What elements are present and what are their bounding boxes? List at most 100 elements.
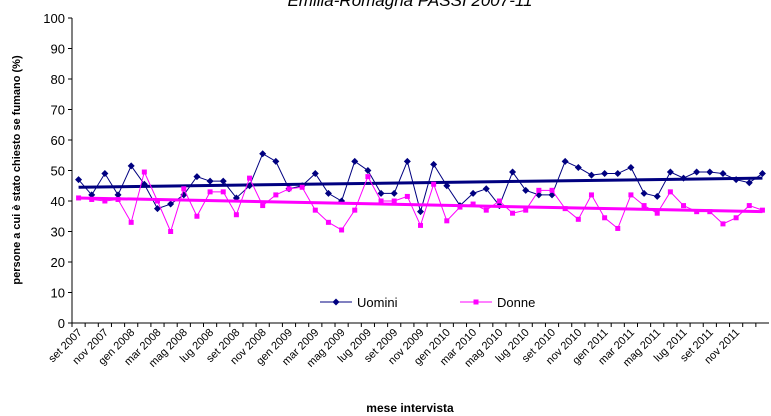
data-point xyxy=(628,192,634,198)
data-point xyxy=(680,174,688,182)
data-point xyxy=(75,176,83,184)
trend-line xyxy=(78,176,763,189)
data-point xyxy=(168,229,174,234)
y-axis-label: persone a cui è stato chiesto se fumano … xyxy=(11,55,23,285)
data-point xyxy=(469,189,477,197)
data-point xyxy=(153,205,161,213)
data-point xyxy=(286,186,292,192)
data-point xyxy=(194,213,200,219)
data-point xyxy=(614,170,622,178)
data-point xyxy=(167,200,175,208)
data-point xyxy=(352,207,358,213)
data-point xyxy=(128,219,134,225)
data-point xyxy=(615,225,621,231)
data-point xyxy=(233,212,239,218)
data-point xyxy=(273,192,279,198)
data-point xyxy=(509,168,517,176)
data-point xyxy=(693,168,701,176)
y-tick-label: 50 xyxy=(51,164,65,179)
data-point xyxy=(510,210,516,216)
y-tick-label: 80 xyxy=(51,72,65,87)
data-point xyxy=(403,157,411,165)
data-point xyxy=(759,207,765,213)
data-point xyxy=(193,173,201,181)
data-point xyxy=(588,192,594,198)
data-point xyxy=(247,175,253,181)
data-point xyxy=(88,191,96,199)
data-point xyxy=(417,208,424,216)
data-point xyxy=(602,215,608,221)
data-point xyxy=(574,163,582,171)
data-point xyxy=(681,203,687,209)
data-point xyxy=(706,168,714,176)
data-point xyxy=(430,160,438,168)
data-point xyxy=(536,187,542,193)
data-point xyxy=(312,207,318,213)
y-tick-label: 10 xyxy=(51,286,65,301)
data-point xyxy=(720,221,726,227)
data-point xyxy=(141,169,147,175)
data-point xyxy=(666,168,674,176)
data-point xyxy=(418,222,423,228)
data-point xyxy=(482,185,490,193)
data-point xyxy=(351,157,359,165)
data-point xyxy=(653,192,661,200)
data-point xyxy=(115,196,121,202)
data-point xyxy=(404,193,410,199)
data-point xyxy=(365,174,371,180)
data-point xyxy=(390,189,398,197)
data-point xyxy=(522,186,530,194)
data-point xyxy=(102,198,108,204)
y-tick-label: 70 xyxy=(51,103,65,118)
data-point xyxy=(561,157,569,165)
data-point xyxy=(719,170,727,178)
data-point xyxy=(627,163,635,171)
data-point xyxy=(601,170,609,178)
data-point xyxy=(259,150,267,158)
data-point xyxy=(443,182,451,190)
legend-marker xyxy=(332,298,340,306)
y-tick-label: 30 xyxy=(51,225,65,240)
data-point xyxy=(431,181,437,187)
y-tick-label: 60 xyxy=(51,133,65,148)
data-point xyxy=(339,227,345,233)
data-point xyxy=(206,177,214,185)
data-point xyxy=(746,203,752,209)
data-point xyxy=(207,189,213,195)
data-point xyxy=(114,191,122,199)
data-point xyxy=(549,187,555,193)
data-point xyxy=(587,171,595,179)
data-point xyxy=(667,189,673,195)
trend-line xyxy=(78,196,763,214)
data-point xyxy=(496,198,502,204)
data-point xyxy=(641,203,647,209)
chart-title: Emilia-Romagna PASSI 2007-11 xyxy=(287,0,532,10)
y-tick-label: 100 xyxy=(43,11,65,26)
y-tick-label: 0 xyxy=(58,316,65,331)
legend-label: Donne xyxy=(497,295,535,310)
data-point xyxy=(745,179,753,187)
data-point xyxy=(76,195,82,201)
data-point xyxy=(101,170,109,178)
data-point xyxy=(483,207,489,213)
data-point xyxy=(219,177,227,185)
data-point xyxy=(470,201,476,207)
data-point xyxy=(378,198,384,204)
data-point xyxy=(733,215,739,221)
data-point xyxy=(154,198,160,204)
data-point xyxy=(311,170,319,178)
data-point xyxy=(220,189,226,195)
y-tick-label: 40 xyxy=(51,194,65,209)
data-point xyxy=(364,167,372,174)
data-point xyxy=(562,206,568,212)
data-point xyxy=(654,210,660,216)
data-point xyxy=(444,218,450,224)
data-point xyxy=(181,186,187,192)
data-point xyxy=(575,216,581,222)
data-point xyxy=(127,162,135,170)
data-point xyxy=(140,180,148,188)
data-point xyxy=(299,184,305,190)
legend-marker xyxy=(473,299,479,305)
data-point xyxy=(694,209,700,215)
